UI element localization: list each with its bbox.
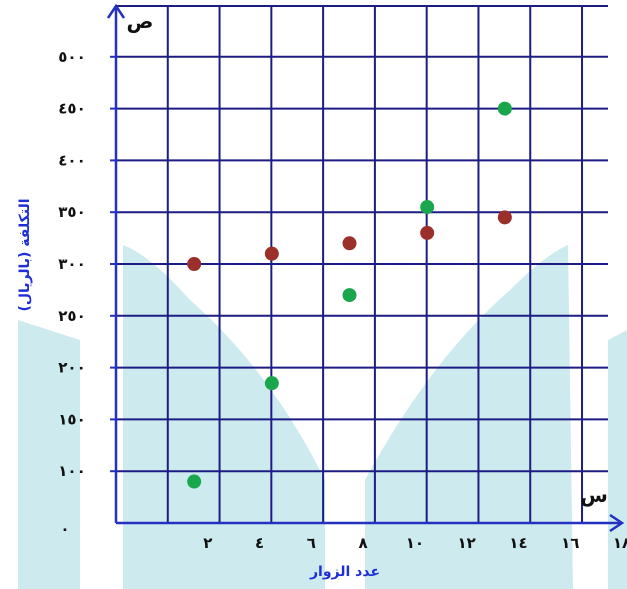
y-tick-label: ٢٠٠	[58, 359, 85, 377]
y-tick-label: ٤٠٠	[58, 151, 85, 169]
x-tick-label: ٦	[307, 534, 316, 552]
x-axis-arrow	[609, 513, 625, 533]
x-tick-label: ١٤	[509, 534, 527, 552]
x-axis-title: عدد الزوار	[309, 564, 380, 580]
y-tick-label: ٢٥٠	[58, 307, 85, 325]
background-shape-0	[18, 320, 80, 589]
y-tick-label: ٣٥٠	[58, 203, 85, 221]
tick-labels: ١٠٠ ١٥٠ ٢٠٠ ٢٥٠ ٣٠٠ ٣٥٠ ٤٠٠ ٤٥٠ ٥٠٠ ٢ ٤ ٦ ٨ ١٠ ١٢ ١٤ ١٦ ١…	[58, 48, 627, 552]
x-tick-label: ١٨	[613, 534, 627, 552]
origin-label: ٠	[60, 520, 69, 538]
x-tick-label: ٤	[255, 534, 264, 552]
x-tick-label: ٨	[359, 534, 368, 552]
data-point-series-1	[187, 257, 202, 271]
data-point-series-0	[342, 288, 357, 303]
x-tick-label: ١٦	[561, 534, 579, 552]
background-shape-2	[365, 245, 573, 589]
y-axis-name: ص	[127, 9, 154, 33]
data-point-series-0	[420, 200, 435, 215]
y-tick-label: ٤٥٠	[58, 100, 85, 118]
data-point-series-1	[497, 210, 512, 225]
data-point-series-0	[264, 376, 279, 391]
data-point-series-0	[187, 474, 202, 489]
axes	[106, 3, 625, 533]
x-axis-name: س	[580, 483, 608, 507]
x-tick-label: ١٢	[458, 534, 476, 552]
y-axis-title: التكلفة (بالريال)	[17, 198, 33, 311]
grid-lines	[115, 5, 608, 523]
data-points	[187, 101, 512, 489]
y-tick-label: ٣٠٠	[58, 255, 85, 273]
x-tick-label: ٢	[203, 534, 212, 552]
data-point-series-1	[342, 236, 357, 251]
y-tick-label: ١٠٠	[58, 462, 85, 480]
data-point-series-0	[497, 101, 512, 116]
y-tick-label: ٥٠٠	[58, 48, 85, 66]
y-tick-label: ١٥٠	[58, 410, 85, 428]
data-point-series-1	[264, 246, 279, 261]
data-point-series-1	[420, 225, 435, 240]
background-decoration	[18, 245, 627, 589]
background-shape-1	[123, 245, 325, 589]
y-axis-arrow	[106, 3, 126, 19]
x-tick-label: ١٠	[406, 534, 424, 552]
